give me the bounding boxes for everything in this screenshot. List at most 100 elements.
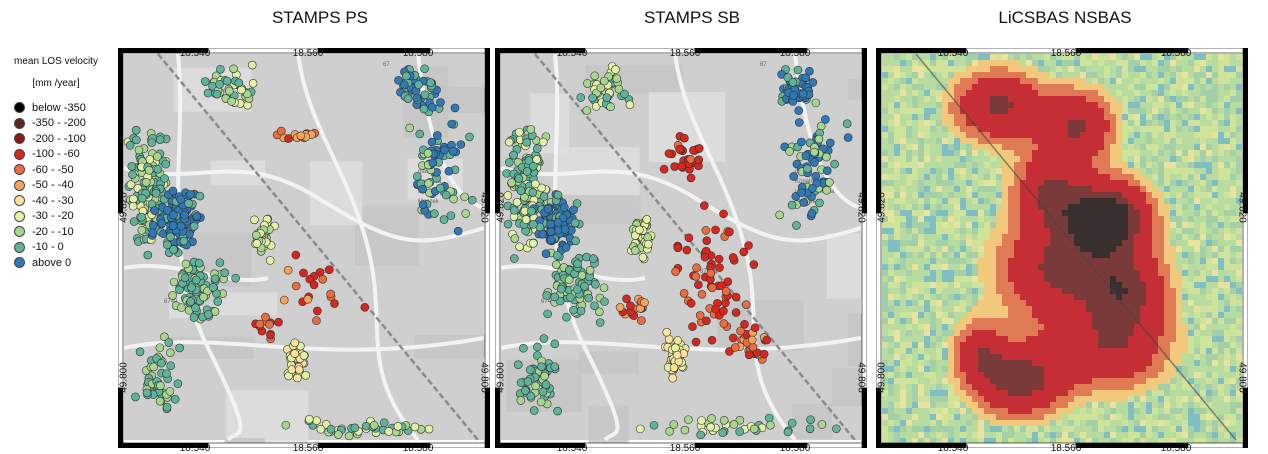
raster-cell [984, 234, 990, 240]
raster-cell [1068, 354, 1074, 360]
raster-cell [1224, 366, 1230, 372]
raster-cell [1068, 360, 1074, 366]
raster-cell [1200, 318, 1206, 324]
raster-cell [918, 210, 924, 216]
raster-cell [1056, 144, 1062, 150]
raster-cell [1068, 330, 1074, 336]
raster-cell [882, 180, 888, 186]
raster-cell [1218, 120, 1224, 126]
velocity-point [424, 179, 433, 188]
raster-cell [1182, 102, 1188, 108]
raster-cell [1038, 156, 1044, 162]
raster-cell [888, 294, 894, 300]
velocity-point [614, 84, 624, 94]
raster-cell [1068, 216, 1074, 222]
raster-cell [1068, 372, 1074, 378]
raster-cell [1140, 354, 1146, 360]
raster-cell [1050, 150, 1056, 156]
raster-cell [1026, 204, 1032, 210]
raster-cell [942, 144, 948, 150]
raster-cell [1164, 210, 1170, 216]
raster-cell [1236, 288, 1242, 294]
raster-cell [900, 138, 906, 144]
raster-cell [1008, 222, 1014, 228]
velocity-point [640, 298, 649, 307]
velocity-point [725, 347, 734, 356]
raster-cell [1002, 270, 1008, 276]
velocity-point [822, 185, 831, 195]
raster-cell [1110, 306, 1116, 312]
raster-cell [1140, 144, 1146, 150]
raster-cell [1158, 180, 1164, 186]
raster-cell [1134, 192, 1140, 198]
raster-cell [1182, 228, 1188, 234]
velocity-point [526, 391, 536, 401]
raster-cell [918, 156, 924, 162]
raster-cell [1140, 246, 1146, 252]
velocity-point [522, 138, 531, 147]
raster-cell [1158, 282, 1164, 288]
velocity-point [572, 199, 582, 208]
raster-cell [894, 96, 900, 102]
raster-cell [1200, 336, 1206, 342]
raster-cell [1152, 324, 1158, 330]
raster-cell [924, 84, 930, 90]
raster-cell [948, 252, 954, 258]
velocity-point [546, 235, 556, 244]
raster-cell [1092, 252, 1098, 258]
raster-cell [1188, 66, 1194, 72]
raster-cell [1200, 270, 1206, 276]
raster-cell [1038, 222, 1044, 228]
velocity-point [798, 89, 808, 99]
raster-cell [960, 228, 966, 234]
raster-cell [1182, 270, 1188, 276]
raster-cell [1032, 60, 1038, 66]
raster-cell [882, 288, 888, 294]
raster-cell [1116, 228, 1122, 234]
raster-cell [1176, 234, 1182, 240]
raster-cell [978, 192, 984, 198]
raster-cell [936, 216, 942, 222]
raster-cell [1014, 180, 1020, 186]
raster-cell [1044, 102, 1050, 108]
raster-cell [1200, 222, 1206, 228]
raster-cell [1056, 336, 1062, 342]
raster-cell [1056, 252, 1062, 258]
raster-cell [1158, 210, 1164, 216]
raster-cell [894, 240, 900, 246]
raster-cell [1134, 150, 1140, 156]
raster-cell [1152, 162, 1158, 168]
raster-cell [1158, 138, 1164, 144]
raster-cell [1176, 300, 1182, 306]
raster-cell [1230, 90, 1236, 96]
raster-cell [1176, 84, 1182, 90]
raster-cell [1224, 90, 1230, 96]
raster-cell [1188, 198, 1194, 204]
raster-cell [1110, 300, 1116, 306]
raster-cell [1020, 336, 1026, 342]
raster-cell [918, 228, 924, 234]
raster-cell [1110, 108, 1116, 114]
raster-cell [1032, 54, 1038, 60]
raster-cell [1056, 288, 1062, 294]
raster-cell [990, 90, 996, 96]
raster-cell [960, 216, 966, 222]
velocity-point [189, 313, 199, 322]
raster-cell [1002, 150, 1008, 156]
raster-cell [1188, 162, 1194, 168]
raster-cell [1158, 72, 1164, 78]
raster-cell [1146, 156, 1152, 162]
raster-cell [1110, 198, 1116, 204]
raster-cell [990, 114, 996, 120]
velocity-point [815, 198, 824, 208]
raster-cell [930, 174, 936, 180]
raster-cell [1146, 330, 1152, 336]
raster-cell [930, 288, 936, 294]
raster-cell [1152, 114, 1158, 120]
raster-cell [1032, 108, 1038, 114]
raster-cell [1092, 72, 1098, 78]
raster-cell [1164, 222, 1170, 228]
raster-cell [966, 96, 972, 102]
x-tick-label: 18.560 [292, 443, 324, 454]
raster-cell [972, 60, 978, 66]
